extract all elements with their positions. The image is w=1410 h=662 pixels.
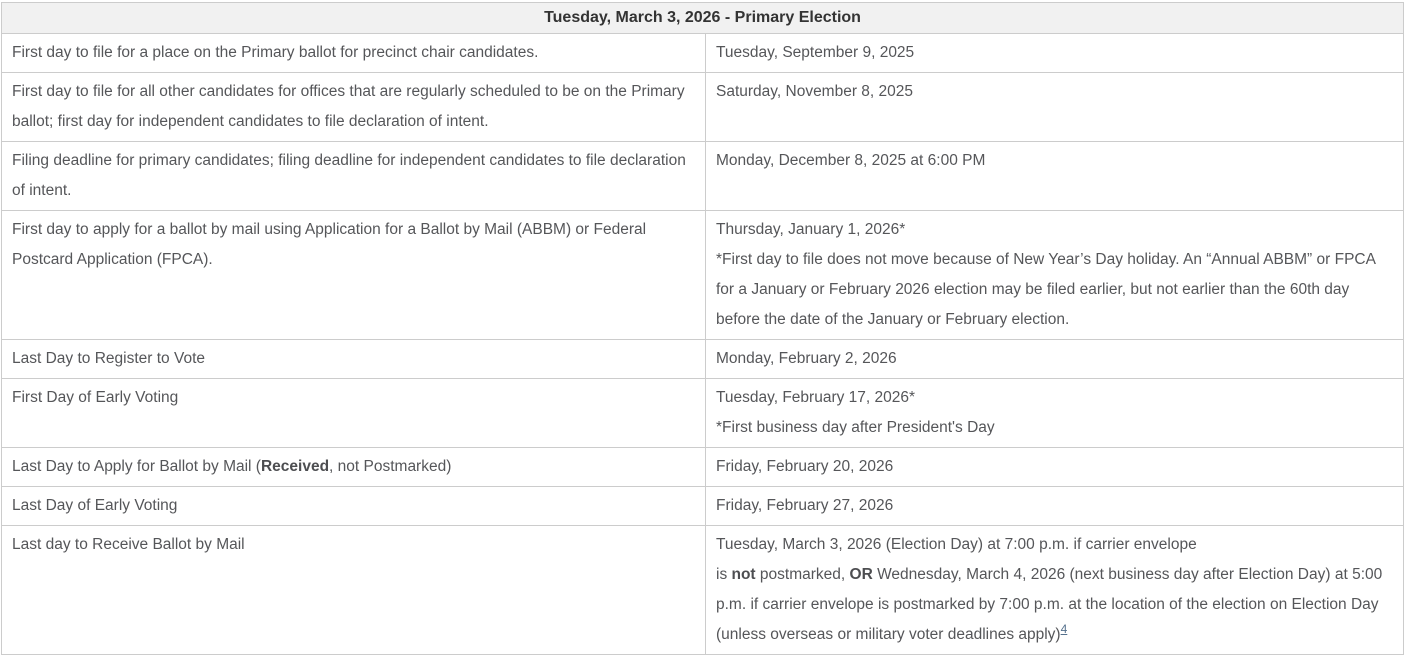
table-row: Filing deadline for primary candidates; … bbox=[1, 141, 1404, 211]
deadline-date: Tuesday, March 3, 2026 (Election Day) at… bbox=[705, 525, 1404, 655]
deadline-date: Saturday, November 8, 2025 bbox=[705, 72, 1404, 142]
table-row: Last Day to Register to Vote Monday, Feb… bbox=[1, 339, 1404, 379]
deadline-description: Last Day of Early Voting bbox=[1, 486, 706, 526]
deadline-date: Friday, February 27, 2026 bbox=[705, 486, 1404, 526]
deadline-date: Thursday, January 1, 2026* *First day to… bbox=[705, 210, 1404, 340]
deadline-date: Monday, February 2, 2026 bbox=[705, 339, 1404, 379]
table-row: First Day of Early Voting Tuesday, Febru… bbox=[1, 378, 1404, 448]
deadline-description: First day to apply for a ballot by mail … bbox=[1, 210, 706, 340]
deadline-description: Last Day to Apply for Ballot by Mail (Re… bbox=[1, 447, 706, 487]
deadline-description: Filing deadline for primary candidates; … bbox=[1, 141, 706, 211]
deadlines-body: First day to file for a place on the Pri… bbox=[1, 33, 1404, 655]
deadline-date: Monday, December 8, 2025 at 6:00 PM bbox=[705, 141, 1404, 211]
deadline-date: Friday, February 20, 2026 bbox=[705, 447, 1404, 487]
table-title: Tuesday, March 3, 2026 - Primary Electio… bbox=[1, 2, 1404, 34]
deadline-description: First day to file for all other candidat… bbox=[1, 72, 706, 142]
table-header-row: Tuesday, March 3, 2026 - Primary Electio… bbox=[1, 2, 1404, 34]
table-row: First day to file for all other candidat… bbox=[1, 72, 1404, 142]
table-row: Last Day to Apply for Ballot by Mail (Re… bbox=[1, 447, 1404, 487]
deadline-description: Last Day to Register to Vote bbox=[1, 339, 706, 379]
table-row: Last Day of Early Voting Friday, Februar… bbox=[1, 486, 1404, 526]
deadline-description: First day to file for a place on the Pri… bbox=[1, 33, 706, 73]
table-row: First day to file for a place on the Pri… bbox=[1, 33, 1404, 73]
footnote-link[interactable]: 4 bbox=[1060, 621, 1068, 636]
deadline-date: Tuesday, February 17, 2026* *First busin… bbox=[705, 378, 1404, 448]
table-row: First day to apply for a ballot by mail … bbox=[1, 210, 1404, 340]
deadline-date: Tuesday, September 9, 2025 bbox=[705, 33, 1404, 73]
deadline-description: Last day to Receive Ballot by Mail bbox=[1, 525, 706, 655]
table-row: Last day to Receive Ballot by Mail Tuesd… bbox=[1, 525, 1404, 655]
deadline-description: First Day of Early Voting bbox=[1, 378, 706, 448]
